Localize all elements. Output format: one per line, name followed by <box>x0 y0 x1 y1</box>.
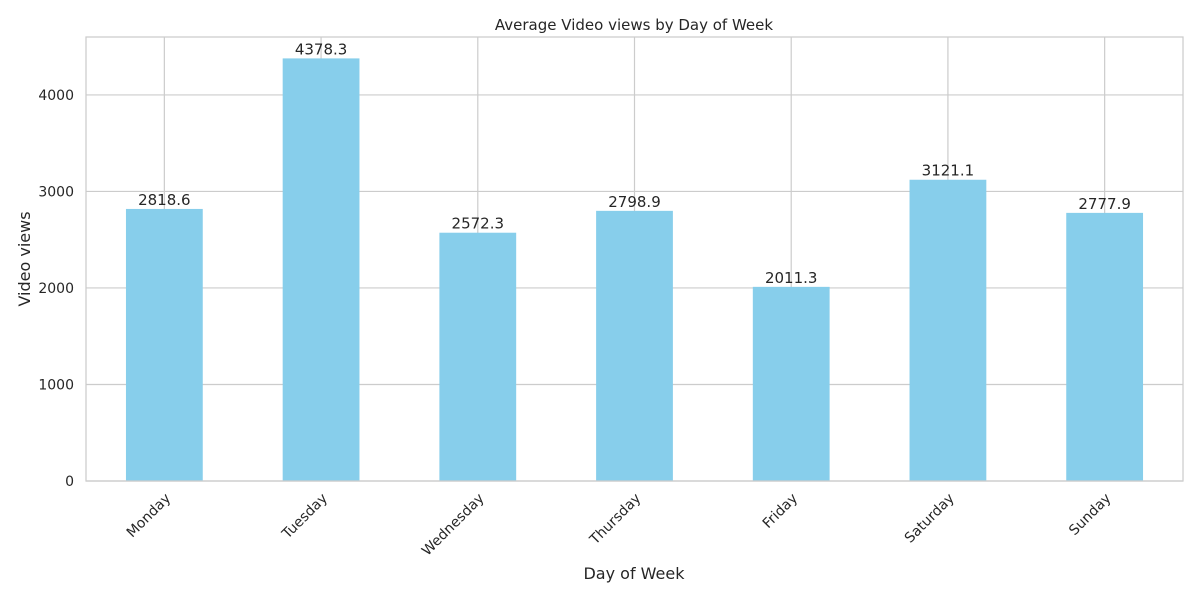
bar-friday <box>752 286 830 481</box>
x-tick-label: Tuesday <box>279 491 331 543</box>
x-axis-label: Day of Week <box>583 564 685 583</box>
x-tick-label: Wednesday <box>419 491 488 560</box>
y-tick-label: 0 <box>65 474 74 490</box>
data-label: 2572.3 <box>452 215 505 233</box>
y-axis-label: Video views <box>15 211 34 306</box>
data-label: 4378.3 <box>295 40 348 58</box>
bar-thursday <box>596 210 673 481</box>
data-label: 2818.6 <box>138 191 191 209</box>
x-tick-label: Saturday <box>902 491 958 547</box>
x-tick-label: Monday <box>124 491 174 541</box>
chart-title: Average Video views by Day of Week <box>495 16 773 34</box>
y-tick-label: 1000 <box>38 377 74 393</box>
bar-sunday <box>1066 212 1144 481</box>
data-label: 3121.1 <box>922 162 975 180</box>
bar-saturday <box>909 179 987 481</box>
x-tick-label: Friday <box>760 491 801 532</box>
plot-frame <box>85 36 1184 482</box>
data-label: 2777.9 <box>1078 195 1131 213</box>
y-tick-label: 3000 <box>38 184 74 200</box>
y-tick-label: 2000 <box>38 281 74 297</box>
data-label: 2798.9 <box>608 193 661 211</box>
bar-wednesday <box>439 232 517 481</box>
bar-monday <box>125 208 203 481</box>
y-tick-label: 4000 <box>38 88 74 104</box>
bar-tuesday <box>282 58 360 482</box>
x-tick-label: Sunday <box>1066 491 1114 539</box>
data-label: 2011.3 <box>765 269 818 287</box>
x-tick-label: Thursday <box>586 491 644 549</box>
bars-layer <box>125 58 1144 482</box>
